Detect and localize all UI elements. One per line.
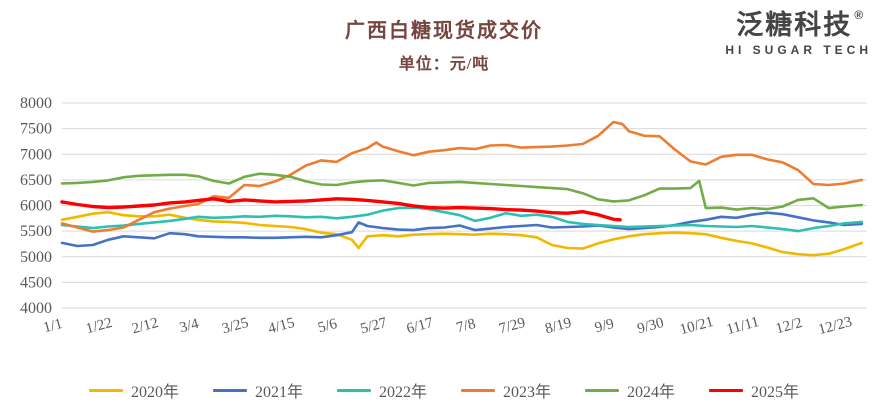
x-axis-label-3-25: 3/25 xyxy=(220,315,250,337)
y-axis-label-5000: 5000 xyxy=(20,249,52,266)
x-axis-label-1-22: 1/22 xyxy=(84,315,114,337)
legend-item-2021年[interactable]: 2021年 xyxy=(212,378,303,402)
legend-item-2024年[interactable]: 2024年 xyxy=(585,378,675,402)
series-line-2023年 xyxy=(60,120,864,233)
legend-swatch-2022年 xyxy=(336,388,371,392)
y-axis-label-4000: 4000 xyxy=(20,300,52,317)
legend-swatch-2021年 xyxy=(212,388,247,392)
legend-swatch-2025年 xyxy=(709,388,744,392)
x-axis-label-9-30: 9/30 xyxy=(636,315,666,337)
y-axis-label-6000: 6000 xyxy=(20,198,52,215)
x-axis-label-1-1: 1/1 xyxy=(42,316,65,336)
hi-sugar-tech-logo: 泛糖科技 ® HI SUGAR TECH xyxy=(725,8,872,57)
x-axis-label-9-9: 9/9 xyxy=(593,316,616,336)
legend-swatch-2023年 xyxy=(461,388,495,392)
x-axis-label-10-21: 10/21 xyxy=(678,314,715,338)
registered-trademark-icon: ® xyxy=(854,8,864,22)
series-line-2021年 xyxy=(60,211,864,248)
legend-label-2023年: 2023年 xyxy=(503,384,552,401)
x-axis-label-7-8: 7/8 xyxy=(455,316,478,336)
x-axis-label-6-17: 6/17 xyxy=(405,315,435,337)
logo-tagline: HI SUGAR TECH xyxy=(725,43,872,57)
legend-label-2022年: 2022年 xyxy=(378,384,427,401)
chart-legend: 2020年 2021年 2022年 2023年 2024年 2025年 xyxy=(0,378,888,402)
legend-label-2020年: 2020年 xyxy=(130,384,179,401)
legend-swatch-2020年 xyxy=(88,388,123,392)
legend-label-2025年: 2025年 xyxy=(751,384,800,401)
legend-item-2025年[interactable]: 2025年 xyxy=(709,378,799,402)
x-axis-label-2-12: 2/12 xyxy=(130,315,160,337)
x-axis-label-4-15: 4/15 xyxy=(267,315,297,337)
x-axis-label-5-27: 5/27 xyxy=(359,315,389,337)
legend-swatch-2024年 xyxy=(585,388,620,392)
y-axis-label-6500: 6500 xyxy=(20,172,52,189)
series-line-2025年 xyxy=(60,197,622,222)
y-axis-label-7000: 7000 xyxy=(20,146,52,163)
y-axis-label-5500: 5500 xyxy=(20,223,52,240)
series-line-2020年 xyxy=(60,210,864,257)
x-axis-label-5-6: 5/6 xyxy=(316,316,339,337)
legend-item-2023年[interactable]: 2023年 xyxy=(461,378,551,402)
x-axis-label-12-2: 12/2 xyxy=(774,315,804,337)
x-axis-label-11-11: 11/11 xyxy=(725,314,761,338)
legend-label-2024年: 2024年 xyxy=(627,384,676,401)
x-axis-label-3-4: 3/4 xyxy=(178,316,201,337)
y-axis-label-4500: 4500 xyxy=(20,274,52,291)
y-axis-label-8000: 8000 xyxy=(20,95,52,112)
series-line-2022年 xyxy=(60,206,864,233)
legend-item-2022年[interactable]: 2022年 xyxy=(336,378,427,402)
legend-item-2020年[interactable]: 2020年 xyxy=(88,378,179,402)
logo-chinese-name: 泛糖科技 xyxy=(736,10,853,40)
x-axis-label-8-19: 8/19 xyxy=(543,315,573,337)
x-axis-label-12-23: 12/23 xyxy=(817,314,854,338)
y-axis-label-7500: 7500 xyxy=(20,121,52,138)
legend-label-2021年: 2021年 xyxy=(254,384,303,401)
series-line-2024年 xyxy=(60,172,864,211)
x-axis-label-7-29: 7/29 xyxy=(497,315,527,337)
